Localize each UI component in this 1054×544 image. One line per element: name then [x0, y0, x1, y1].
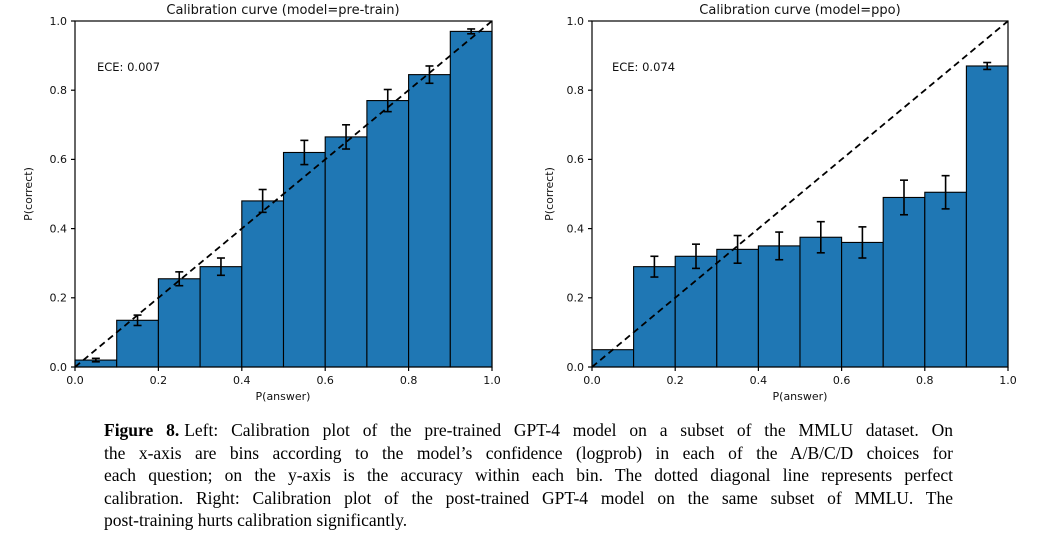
calibration-bar: [924, 191, 967, 368]
x-tick-label: 1.0: [999, 374, 1017, 387]
y-tick-label: 0.8: [50, 84, 68, 97]
diagonal-line: [74, 20, 493, 368]
calibration-bar: [674, 255, 718, 368]
calibration-bar: [757, 245, 801, 368]
calibration-bar: [841, 241, 884, 368]
calibration-chart-ppo: 0.0 0.2 0.4 0.6 0.8 1.0 0.0 0.2 0.4 0.6 0.8 1.0 Cal…: [543, 3, 1017, 403]
x-tick-label: 0.8: [400, 374, 418, 387]
calibration-bar: [449, 30, 493, 368]
calibration-bar: [282, 151, 326, 368]
calibration-bar: [324, 136, 368, 368]
plot-area-pretrain: 0.0 0.2 0.4 0.6 0.8 1.0 0.0 0.2 0.4 0.6 0.8 1.0: [50, 15, 501, 387]
plot-area-ppo: 0.0 0.2 0.4 0.6 0.8 1.0 0.0 0.2 0.4 0.6 0.8 1.0: [567, 15, 1017, 387]
calibration-bar: [199, 266, 243, 368]
calibration-bar: [241, 200, 285, 368]
calibration-bar: [633, 266, 676, 368]
calibration-bar: [591, 349, 635, 368]
y-tick-label: 0.4: [567, 222, 585, 235]
calibration-chart-pretrain: 0.0 0.2 0.4 0.6 0.8 1.0 0.0 0.2 0.4 0.6 0.8 1.0 Cal…: [22, 3, 501, 403]
x-tick-label: 0.4: [750, 374, 768, 387]
x-tick-label: 0.0: [66, 374, 84, 387]
diagonal-line: [591, 20, 1009, 368]
chart-title-pretrain: Calibration curve (model=pre-train): [166, 3, 399, 18]
caption-text: calibration. Right: Calibration plot of …: [104, 487, 953, 508]
caption-text: Left: Calibration plot of the pre-traine…: [184, 420, 953, 440]
y-axis-label-pretrain: P(correct): [22, 167, 35, 221]
ece-annotation-ppo: ECE: 0.074: [612, 60, 675, 74]
x-axis-label-ppo: P(answer): [773, 390, 828, 403]
calibration-bar: [965, 65, 1009, 368]
calibration-bar: [799, 236, 843, 368]
y-tick-label: 0.0: [567, 361, 585, 374]
calibration-bar: [366, 100, 410, 368]
calibration-bar: [116, 319, 159, 368]
x-tick-label: 0.8: [916, 374, 934, 387]
y-tick-label: 0.0: [50, 361, 68, 374]
x-tick-label: 0.6: [833, 374, 851, 387]
x-axis-label-pretrain: P(answer): [256, 390, 311, 403]
ece-annotation-pretrain: ECE: 0.007: [97, 60, 160, 74]
calibration-bar: [716, 248, 759, 368]
caption-line: each question; on the y-axis is the accu…: [104, 464, 953, 487]
caption-text: the x-axis are bins according to the mod…: [104, 442, 953, 463]
x-tick-label: 0.0: [583, 374, 601, 387]
figure-caption: Figure 8. Left: Calibration plot of the p…: [104, 419, 953, 532]
figure-label: Figure 8.: [104, 420, 180, 440]
caption-text: each question; on the y-axis is the accu…: [104, 465, 953, 485]
chart-title-ppo: Calibration curve (model=ppo): [699, 3, 900, 18]
y-tick-label: 1.0: [50, 15, 68, 28]
y-axis-label-ppo: P(correct): [543, 167, 556, 221]
caption-text: post-training hurts calibration signific…: [104, 510, 408, 530]
caption-line: Figure 8. Left: Calibration plot of the p…: [104, 419, 953, 442]
x-tick-label: 0.2: [666, 374, 684, 387]
y-tick-label: 0.6: [50, 153, 68, 166]
x-tick-label: 0.6: [316, 374, 334, 387]
calibration-bar: [408, 74, 451, 368]
x-tick-label: 0.4: [233, 374, 251, 387]
y-tick-label: 0.4: [50, 222, 68, 235]
x-tick-label: 1.0: [483, 374, 501, 387]
y-tick-label: 0.6: [567, 153, 585, 166]
y-tick-label: 0.2: [567, 292, 585, 305]
plot-spines: [74, 20, 493, 368]
calibration-bar: [157, 278, 201, 368]
x-tick-label: 0.2: [150, 374, 168, 387]
calibration-bar: [882, 196, 926, 368]
y-tick-label: 0.8: [567, 84, 585, 97]
caption-line: the x-axis are bins according to the mod…: [104, 442, 953, 465]
plot-spines: [591, 20, 1009, 368]
y-tick-label: 0.2: [50, 292, 68, 305]
caption-line: post-training hurts calibration signific…: [104, 509, 953, 532]
y-tick-label: 1.0: [567, 15, 585, 28]
caption-line: calibration. Right: Calibration plot of …: [104, 487, 953, 510]
